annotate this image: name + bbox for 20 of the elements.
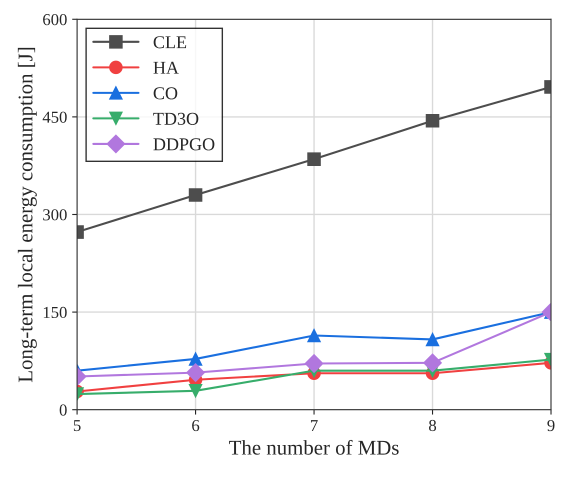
x-tick-label: 8 bbox=[429, 420, 436, 432]
y-tick-label: 450 bbox=[42, 112, 67, 123]
legend-label: TD3O bbox=[153, 112, 198, 125]
legend-label: CLE bbox=[154, 36, 186, 48]
x-axis-title: The number of MDs bbox=[229, 440, 399, 455]
y-tick-label: 600 bbox=[43, 14, 67, 26]
y-tick-label: 300 bbox=[43, 209, 67, 220]
point bbox=[304, 354, 324, 373]
x-tick-label: 9 bbox=[547, 420, 554, 432]
legend-label: HA bbox=[153, 62, 179, 74]
x-tick-label: 7 bbox=[310, 420, 318, 431]
legend-label: CO bbox=[154, 87, 178, 100]
legend-label: DDPGO bbox=[153, 138, 214, 150]
x-tick-label: 6 bbox=[192, 420, 200, 432]
point bbox=[307, 328, 321, 342]
point bbox=[307, 152, 321, 166]
y-tick-label: 0 bbox=[60, 404, 67, 416]
x-tick-label: 5 bbox=[74, 420, 81, 432]
y-axis-title: Long-term local energy consumption [J] bbox=[18, 48, 37, 382]
y-tick-label: 150 bbox=[44, 306, 67, 318]
